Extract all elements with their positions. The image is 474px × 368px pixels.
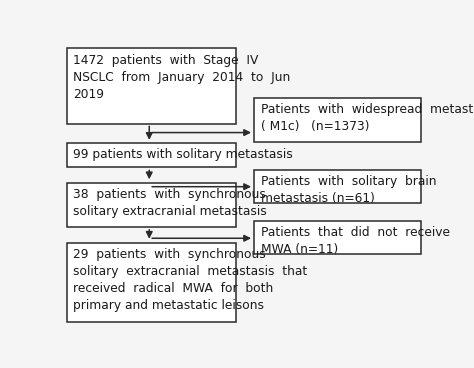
FancyBboxPatch shape (254, 221, 421, 254)
FancyBboxPatch shape (66, 49, 236, 124)
Text: 99 patients with solitary metastasis: 99 patients with solitary metastasis (73, 148, 293, 162)
FancyBboxPatch shape (66, 183, 236, 227)
Text: 38  patients  with  synchronous
solitary extracranial metastasis: 38 patients with synchronous solitary ex… (73, 188, 267, 218)
Text: 29  patients  with  synchronous
solitary  extracranial  metastasis  that
receive: 29 patients with synchronous solitary ex… (73, 248, 308, 312)
Text: Patients  with  widespread  metastasis
( M1c)   (n=1373): Patients with widespread metastasis ( M1… (261, 103, 474, 133)
Text: Patients  with  solitary  brain
metastasis (n=61): Patients with solitary brain metastasis … (261, 176, 436, 205)
FancyBboxPatch shape (254, 170, 421, 203)
Text: 1472  patients  with  Stage  IV
NSCLC  from  January  2014  to  Jun
2019: 1472 patients with Stage IV NSCLC from J… (73, 53, 291, 100)
FancyBboxPatch shape (254, 98, 421, 142)
Text: Patients  that  did  not  receive
MWA (n=11): Patients that did not receive MWA (n=11) (261, 226, 449, 256)
FancyBboxPatch shape (66, 144, 236, 167)
FancyBboxPatch shape (66, 243, 236, 322)
